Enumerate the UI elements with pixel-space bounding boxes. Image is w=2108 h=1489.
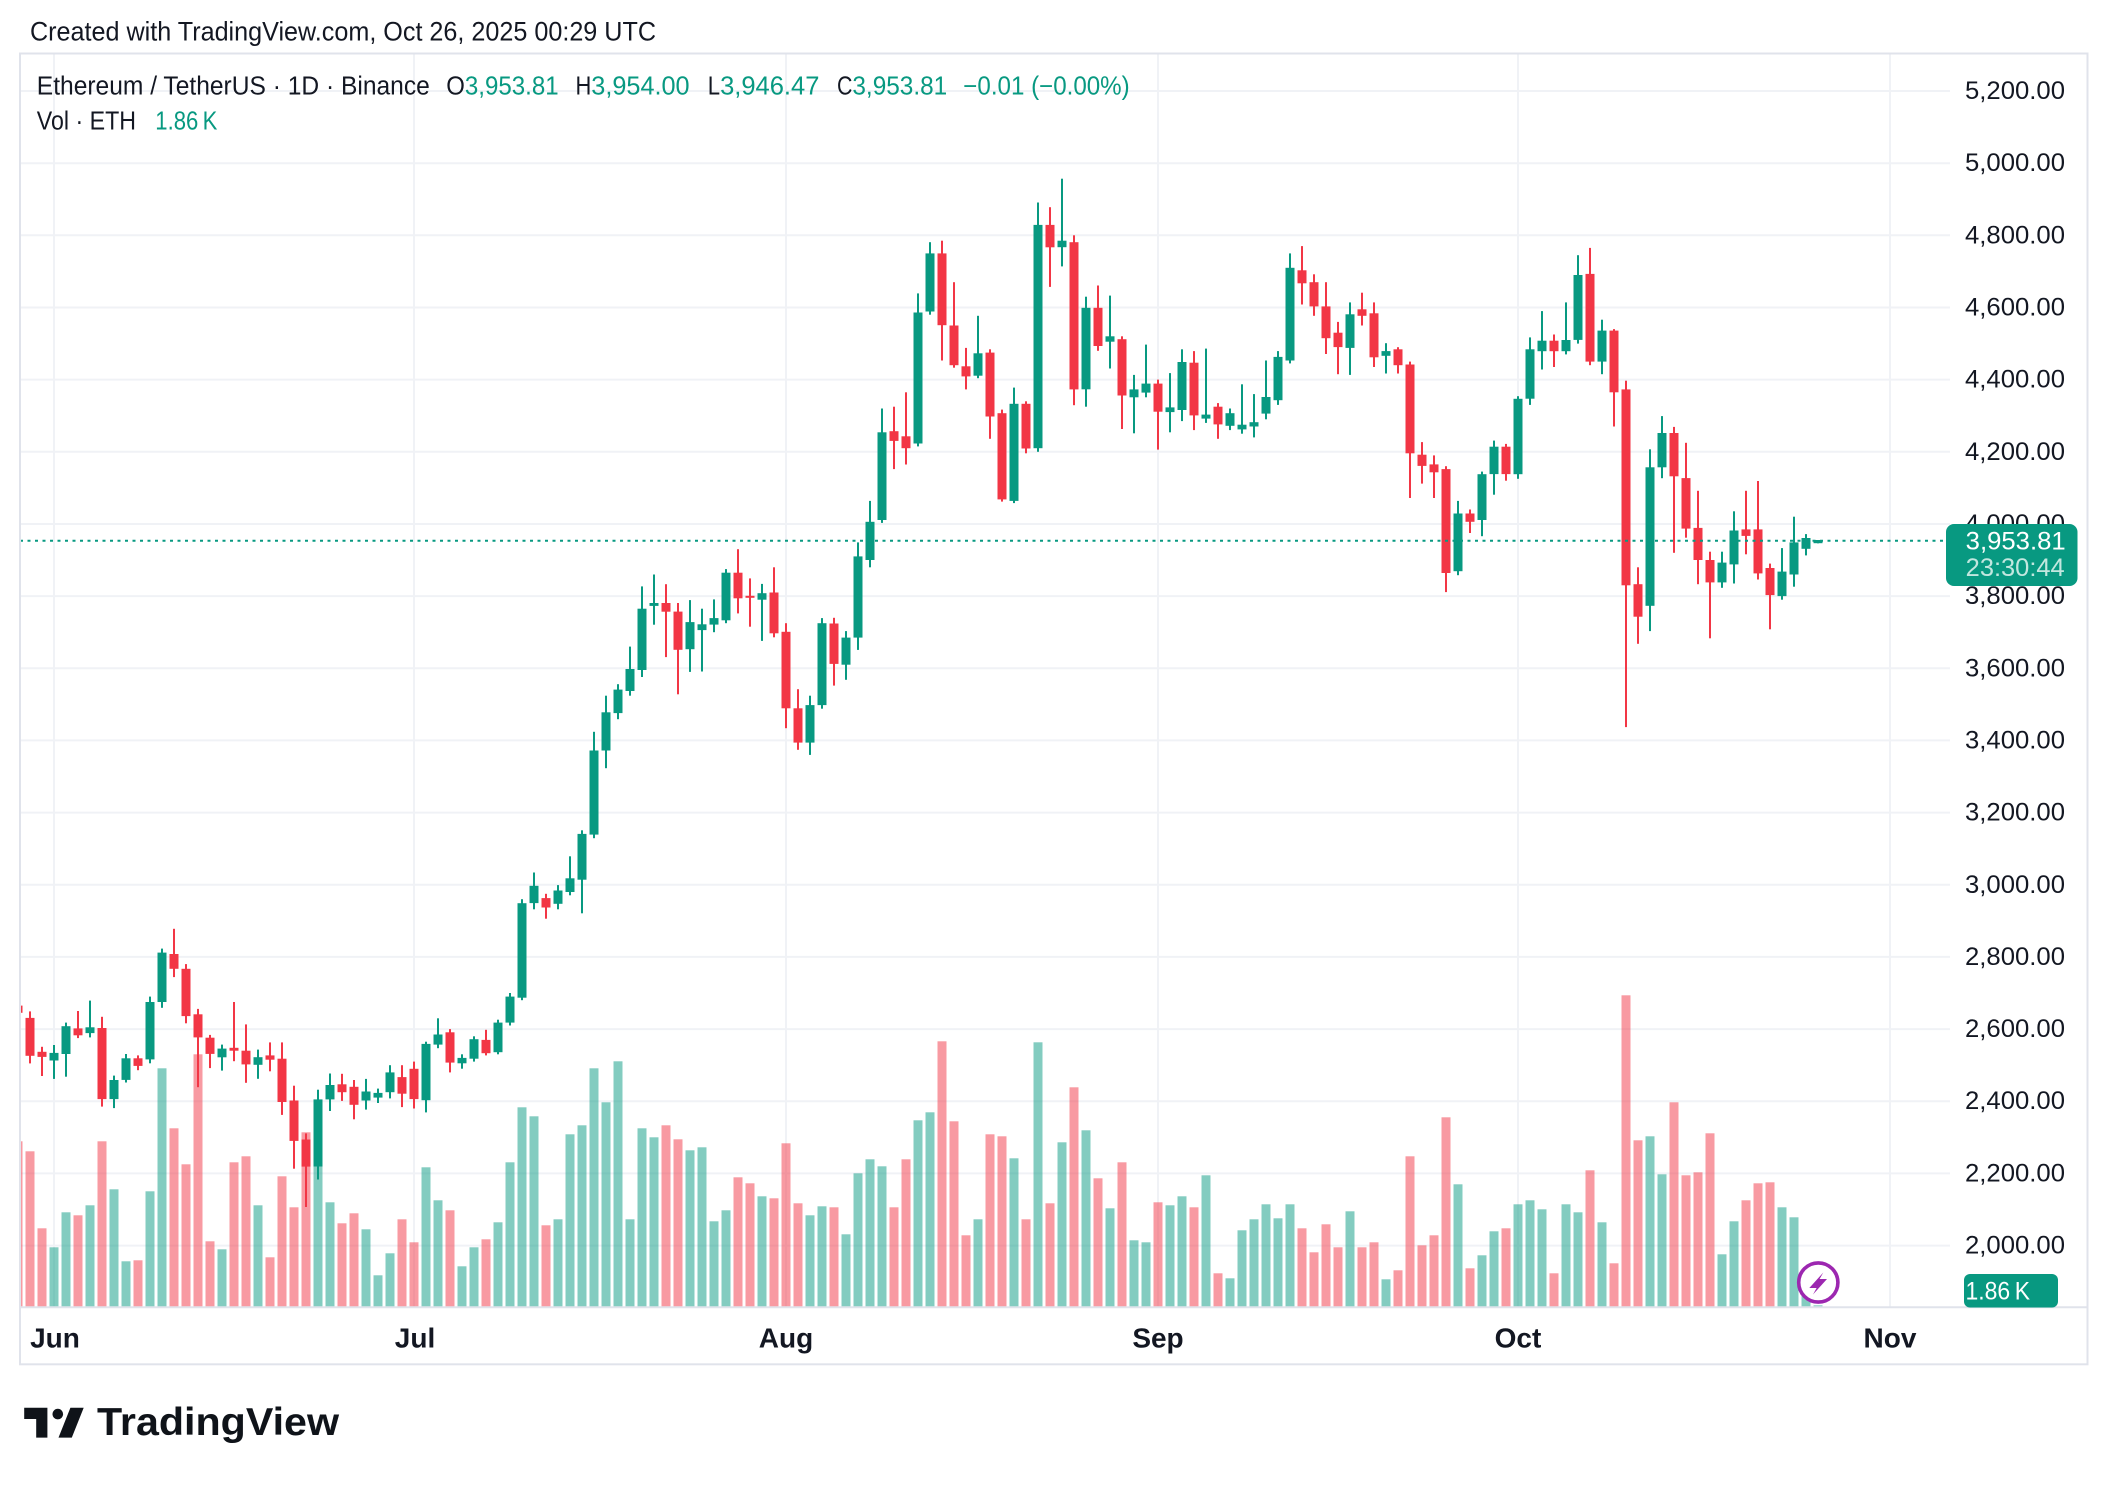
svg-text:Nov: Nov	[1864, 1323, 1917, 1354]
svg-text:3,800.00: 3,800.00	[1965, 582, 2065, 610]
svg-text:4,600.00: 4,600.00	[1965, 294, 2065, 322]
svg-text:4,200.00: 4,200.00	[1965, 438, 2065, 466]
svg-text:2,800.00: 2,800.00	[1965, 943, 2065, 971]
svg-text:3,953.81: 3,953.81	[1966, 528, 2066, 556]
svg-text:3,200.00: 3,200.00	[1965, 799, 2065, 827]
svg-text:TradingView: TradingView	[97, 1401, 340, 1444]
svg-text:4,800.00: 4,800.00	[1965, 221, 2065, 249]
svg-text:Jul: Jul	[395, 1323, 435, 1354]
svg-text:5,200.00: 5,200.00	[1965, 77, 2065, 105]
svg-text:Oct: Oct	[1495, 1323, 1542, 1354]
svg-text:Jun: Jun	[30, 1323, 80, 1354]
svg-text:Aug: Aug	[759, 1323, 813, 1354]
svg-text:3,000.00: 3,000.00	[1965, 871, 2065, 899]
svg-text:1.86 K: 1.86 K	[1966, 1278, 2031, 1306]
svg-text:5,000.00: 5,000.00	[1965, 149, 2065, 177]
svg-text:23:30:44: 23:30:44	[1966, 554, 2065, 582]
svg-text:3,400.00: 3,400.00	[1965, 726, 2065, 754]
svg-text:2,000.00: 2,000.00	[1965, 1232, 2065, 1260]
svg-text:3,600.00: 3,600.00	[1965, 654, 2065, 682]
svg-text:4,400.00: 4,400.00	[1965, 366, 2065, 394]
svg-text:Ethereum / TetherUS · 1D · Bin: Ethereum / TetherUS · 1D · Binance O3,953…	[37, 73, 1130, 101]
svg-text:2,600.00: 2,600.00	[1965, 1015, 2065, 1043]
svg-text:2,200.00: 2,200.00	[1965, 1159, 2065, 1187]
svg-text:2,400.00: 2,400.00	[1965, 1087, 2065, 1115]
svg-text:Sep: Sep	[1132, 1323, 1183, 1354]
svg-text:Created with TradingView.com,: Created with TradingView.com, Oct 26, 20…	[30, 17, 656, 47]
